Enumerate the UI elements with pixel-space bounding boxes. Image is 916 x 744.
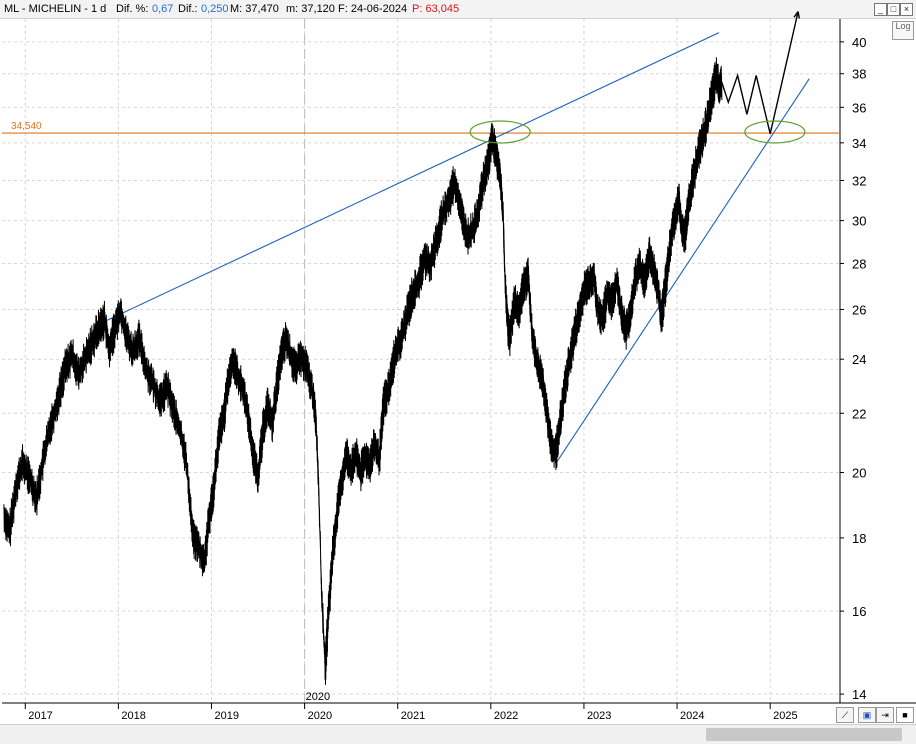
x-tick-label: 2020 (308, 710, 332, 722)
y-tick-label: 40 (852, 35, 866, 50)
dif-pct-value: 0,67 (152, 3, 174, 15)
x-tick-label: 2025 (773, 710, 797, 722)
close-button[interactable]: × (900, 3, 913, 16)
dif-pct-label: Dif. %: (116, 3, 149, 15)
dif-label: Dif.: (178, 3, 198, 15)
trendline (555, 78, 810, 464)
stop-icon[interactable]: ■ (896, 707, 914, 723)
highlight-ellipse (469, 120, 531, 144)
x-tick-label: 2019 (215, 710, 239, 722)
x-tick-label: 2024 (680, 710, 704, 722)
symbol-label: ML - MICHELIN - 1 d (4, 3, 107, 15)
y-tick-label: 22 (852, 406, 866, 421)
horizontal-scrollbar[interactable] (0, 724, 916, 744)
scrollbar-thumb[interactable] (706, 728, 902, 741)
log-scale-button[interactable]: Log (892, 21, 914, 40)
y-tick-label: 28 (852, 256, 866, 271)
y-tick-label: 32 (852, 173, 866, 188)
vertical-marker-label: 2020 (306, 691, 330, 703)
x-tick-label: 2022 (494, 710, 518, 722)
save-icon[interactable]: ▣ (858, 707, 876, 723)
price-series-line (3, 57, 723, 685)
restore-button[interactable]: □ (887, 3, 900, 16)
x-tick-label: 2017 (28, 710, 52, 722)
zoom-tool-button[interactable]: ⟋ (836, 707, 854, 723)
y-tick-label: 30 (852, 214, 866, 229)
y-tick-label: 34 (852, 136, 866, 151)
x-tick-label: 2023 (587, 710, 611, 722)
next-icon[interactable]: ⇥ (876, 707, 894, 723)
x-tick-label: 2018 (121, 710, 145, 722)
y-tick-label: 26 (852, 302, 866, 317)
grid (2, 19, 840, 703)
log-scale-label: Log (895, 21, 911, 31)
dif-value: 0,250 (201, 3, 229, 15)
y-tick-label: 18 (852, 531, 866, 546)
x-tick-label: 2021 (401, 710, 425, 722)
y-tick-label: 24 (852, 352, 866, 367)
trendline (104, 32, 720, 323)
max-label: M: 37,470 (230, 3, 279, 15)
axes (2, 19, 916, 709)
y-tick-label: 16 (852, 604, 866, 619)
projection-line (721, 11, 799, 134)
resistance-level-label: 34,540 (11, 121, 42, 132)
date-label: F: 24-06-2024 (338, 3, 408, 15)
chart-header: ML - MICHELIN - 1 d Dif. %: 0,67 Dif.: 0… (0, 0, 916, 19)
min-label: m: 37,120 (286, 3, 335, 15)
minimize-button[interactable]: _ (874, 3, 887, 16)
y-tick-label: 38 (852, 67, 866, 82)
marks (2, 11, 840, 685)
highlight-ellipse (744, 120, 806, 144)
y-tick-label: 36 (852, 100, 866, 115)
y-tick-label: 20 (852, 465, 866, 480)
y-tick-label: 14 (852, 687, 866, 702)
p-label: P: 63,045 (412, 3, 460, 15)
